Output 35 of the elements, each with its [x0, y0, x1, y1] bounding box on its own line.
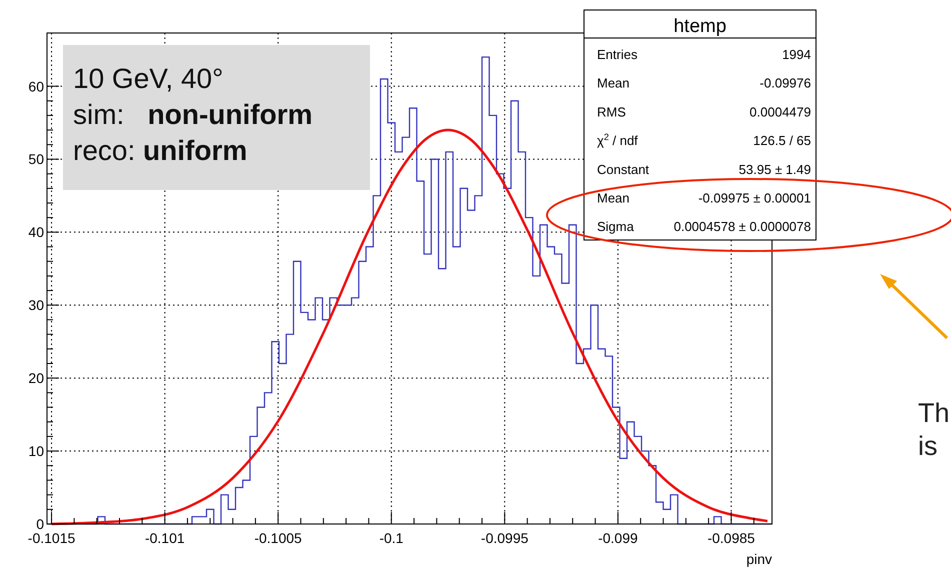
text: Th [918, 398, 950, 428]
annotation: 53.95 ± 1.49 [738, 162, 811, 177]
y-tick-label: 60 [28, 78, 44, 94]
annotation: Mean [597, 76, 630, 91]
annotation: Sigma [597, 219, 635, 234]
y-tick-label: 40 [28, 224, 44, 240]
annotation: χ$^{2}$ / ndf [597, 132, 638, 148]
x-tick-label: -0.1 [379, 530, 404, 546]
y-tick-label: 10 [28, 443, 44, 460]
annotation: sim: non-uniform [73, 99, 313, 130]
x-tick-label: -0.101 [144, 530, 185, 546]
annotation: Entries [597, 47, 638, 62]
x-tick-label: -0.1015 [28, 530, 76, 546]
annotation: 0.0004479 [750, 104, 811, 120]
annotation: 126.5 / 65 [753, 133, 811, 148]
text: is [918, 431, 938, 461]
x-axis-title: pinv [746, 551, 772, 567]
annotation: reco: uniform [73, 135, 248, 166]
annotation: -0.09975 ± 0.00001 [698, 190, 811, 206]
y-tick-label: 50 [28, 151, 44, 168]
x-tick-label: -0.099 [598, 530, 638, 546]
y-tick-label: 0 [36, 516, 44, 532]
annotation: Mean [597, 190, 630, 206]
y-tick-label: 20 [28, 370, 44, 386]
y-tick-label: 30 [28, 297, 44, 314]
x-tick-label: -0.0995 [480, 530, 529, 546]
annotation: 0.0004578 ± 0.0000078 [674, 219, 811, 234]
annotation: -0.09976 [760, 76, 811, 91]
annotation: 10 GeV, 40° [73, 63, 224, 94]
annotation: RMS [597, 104, 626, 120]
annotation: Constant [597, 162, 650, 177]
x-tick-label: -0.0985 [707, 530, 756, 546]
chart-title: htemp [674, 16, 726, 37]
text: 1994 [782, 47, 811, 62]
x-tick-label: -0.1005 [254, 530, 302, 546]
